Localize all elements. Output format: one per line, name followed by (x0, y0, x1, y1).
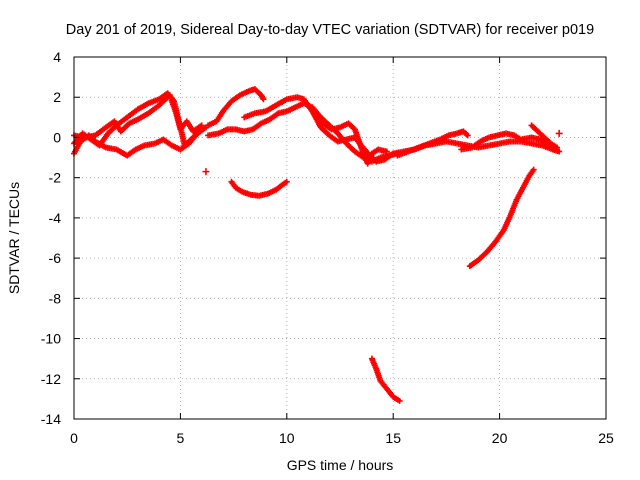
y-tick-label: 0 (53, 129, 61, 145)
data-point (555, 129, 563, 137)
axis-ticks: 0 5 10 15 20 25 -14 -12 -10 -8 -6 -4 -2 0 2 4 (41, 49, 614, 446)
y-tick-label: -8 (49, 290, 62, 306)
series-track-i (394, 128, 471, 159)
y-tick-label: 2 (53, 89, 61, 105)
series-track-n (368, 355, 403, 404)
plot-frame (73, 56, 607, 420)
x-tick-label: 0 (70, 430, 78, 446)
y-axis-label: SDTVAR / TECUs (6, 182, 22, 294)
x-tick-label: 25 (598, 430, 614, 446)
series-track-d (205, 86, 267, 129)
series-track-l (228, 178, 290, 199)
data-point (283, 178, 290, 185)
data-point (383, 148, 390, 155)
data-point (464, 132, 471, 139)
series-track-k (528, 122, 561, 151)
data-point (260, 96, 267, 103)
y-tick-label: -2 (49, 170, 62, 186)
y-tick-label: -4 (49, 210, 62, 226)
data-point (554, 144, 561, 151)
y-tick-label: -10 (41, 331, 61, 347)
series-track-g (305, 102, 390, 167)
series-track-m (466, 166, 537, 270)
x-tick-label: 5 (177, 430, 185, 446)
data-point (196, 128, 203, 135)
data-point (396, 397, 403, 404)
x-axis-label: GPS time / hours (287, 457, 394, 473)
series-isolated (202, 129, 563, 176)
data-point (198, 122, 205, 129)
y-tick-label: -12 (41, 371, 61, 387)
series-track-c (71, 90, 203, 149)
data-series (71, 86, 563, 404)
x-tick-label: 20 (492, 430, 508, 446)
y-tick-label: 4 (53, 49, 61, 65)
y-tick-label: -14 (41, 411, 61, 427)
chart-title: Day 201 of 2019, Sidereal Day-to-day VTE… (66, 22, 594, 38)
data-point (530, 166, 537, 173)
x-tick-label: 15 (385, 430, 401, 446)
x-tick-label: 10 (279, 430, 295, 446)
y-tick-label: -6 (49, 250, 62, 266)
data-point (202, 168, 210, 176)
